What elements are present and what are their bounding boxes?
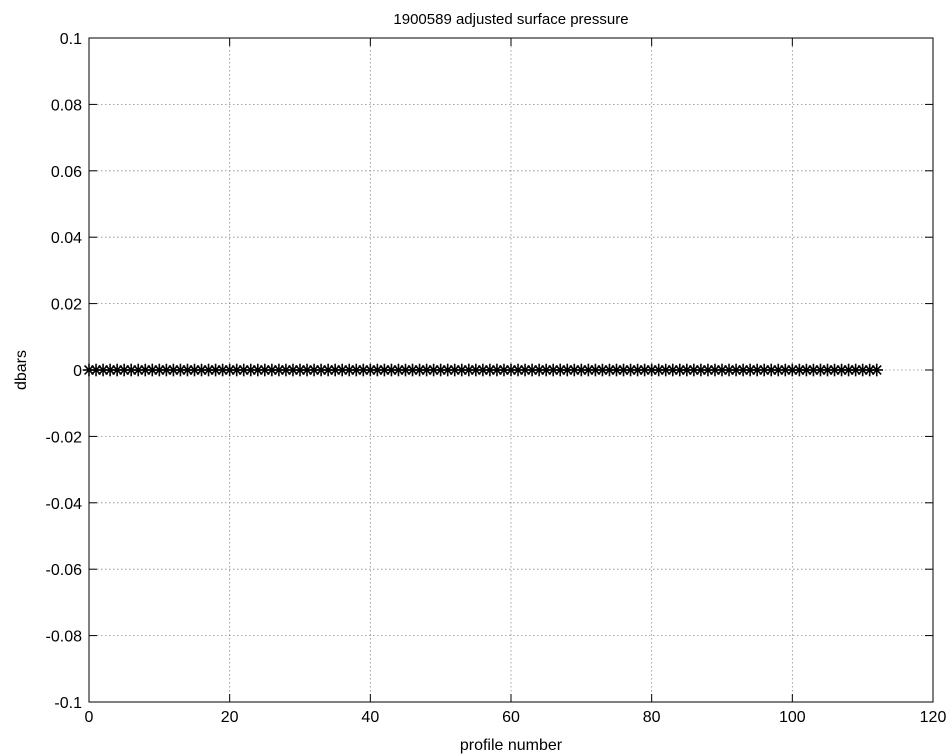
data-point-marker xyxy=(167,363,180,377)
data-point-marker xyxy=(870,363,884,377)
data-point-marker xyxy=(490,363,504,377)
data-point-marker xyxy=(525,363,539,377)
y-tick-label: -0.1 xyxy=(54,695,82,712)
data-point-marker xyxy=(631,363,644,377)
data-point-marker xyxy=(441,363,455,377)
y-tick-label: -0.06 xyxy=(46,562,83,579)
axis-ticks xyxy=(88,37,934,703)
data-point-marker xyxy=(835,363,848,377)
data-point-marker xyxy=(174,363,187,377)
x-tick-label: 100 xyxy=(779,709,806,726)
data-point-marker xyxy=(729,363,743,377)
data-point-marker xyxy=(160,363,173,377)
data-point-marker xyxy=(680,363,694,377)
data-point-marker xyxy=(335,363,349,377)
data-point-marker xyxy=(216,363,229,377)
y-tick-label: -0.02 xyxy=(46,429,83,446)
data-point-marker xyxy=(603,363,616,377)
data-point-marker xyxy=(378,363,391,377)
data-point-marker xyxy=(610,363,623,377)
data-point-marker xyxy=(307,363,321,377)
x-tick-label: 0 xyxy=(85,709,94,726)
x-tick-label: 120 xyxy=(920,709,947,726)
data-point-marker xyxy=(349,363,363,377)
data-point-marker xyxy=(856,363,869,377)
x-tick-label: 60 xyxy=(502,709,520,726)
y-tick-label: -0.04 xyxy=(46,496,83,513)
x-tick-label: 20 xyxy=(221,709,239,726)
tick-labels: 0 20 40 60 80 100 120 0.1 0.08 0.06 0.04 0.02 0 -0.02… xyxy=(46,31,947,726)
x-tick-label: 80 xyxy=(643,709,661,726)
y-tick-label: 0.04 xyxy=(51,230,82,247)
chart-title: 1900589 adjusted surface pressure xyxy=(393,11,628,28)
data-point-marker xyxy=(694,363,708,377)
y-tick-label: 0.08 xyxy=(51,97,82,114)
y-tick-label: 0.02 xyxy=(51,297,82,314)
data-point-marker xyxy=(617,363,630,377)
y-tick-label: 0.06 xyxy=(51,164,82,181)
data-point-marker xyxy=(89,363,103,377)
x-tick-label: 40 xyxy=(361,709,379,726)
data-point-marker xyxy=(750,363,764,377)
data-point-marker xyxy=(532,363,546,377)
x-axis-title: profile number xyxy=(460,737,563,754)
data-point-marker xyxy=(153,363,166,377)
data-point-marker xyxy=(771,363,785,377)
data-markers xyxy=(82,363,884,377)
y-axis-title: dbars xyxy=(13,350,30,390)
data-point-marker xyxy=(645,363,658,377)
y-tick-label: 0 xyxy=(73,363,82,380)
data-point-marker xyxy=(448,363,462,377)
data-point-marker xyxy=(356,363,370,377)
y-tick-label: -0.08 xyxy=(46,629,83,646)
data-point-marker xyxy=(286,363,300,377)
data-point-marker xyxy=(146,363,159,377)
data-point-marker xyxy=(209,363,222,377)
y-tick-label: 0.1 xyxy=(60,31,82,48)
data-point-marker xyxy=(385,363,398,377)
